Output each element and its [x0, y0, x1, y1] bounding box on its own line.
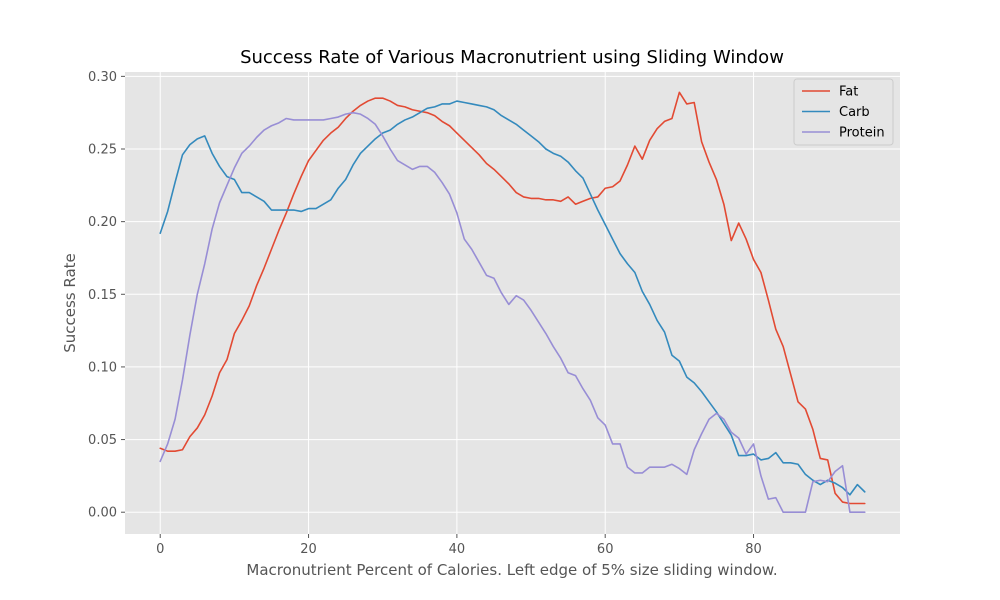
y-axis-label: Success Rate: [61, 253, 79, 353]
series-line-carb: [159, 100, 866, 496]
x-tick-label: 60: [597, 542, 614, 557]
x-axis-ticks: 0 20 40 60 80: [156, 534, 762, 557]
y-tick-label: 0.10: [88, 360, 117, 375]
y-tick-label: 0.05: [88, 433, 117, 448]
x-tick-label: 80: [745, 542, 762, 557]
legend-label-protein: Protein: [839, 126, 885, 141]
y-tick-label: 0.15: [88, 288, 117, 303]
x-tick-label: 20: [300, 542, 317, 557]
legend-label-fat: Fat: [839, 85, 858, 100]
y-tick-label: 0.20: [88, 215, 117, 230]
y-tick-label: 0.25: [88, 143, 117, 158]
x-tick-label: 40: [449, 542, 466, 557]
chart-title: Success Rate of Various Macronutrient us…: [240, 47, 784, 68]
series-line-fat: [159, 91, 866, 505]
legend-box: [793, 78, 894, 146]
y-tick-label: 0.00: [88, 506, 117, 521]
plot-area: [125, 72, 900, 534]
series-line-protein: [159, 111, 866, 514]
x-tick-label: 0: [156, 542, 164, 557]
y-tick-label: 0.30: [88, 70, 117, 85]
series-lines: [159, 91, 866, 514]
legend: Fat Carb Protein: [793, 78, 894, 146]
legend-label-carb: Carb: [839, 105, 870, 120]
x-axis-label: Macronutrient Percent of Calories. Left …: [246, 561, 777, 579]
y-axis-ticks: 0.00 0.05 0.10 0.15 0.20 0.25 0.30: [88, 70, 125, 521]
